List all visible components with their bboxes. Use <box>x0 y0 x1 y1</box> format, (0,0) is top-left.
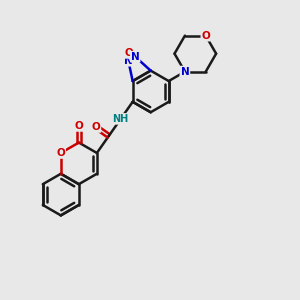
Text: O: O <box>124 48 133 58</box>
Text: O: O <box>201 31 210 40</box>
Text: N: N <box>124 56 133 66</box>
Text: O: O <box>56 148 65 158</box>
Text: N: N <box>181 67 189 77</box>
Text: NH: NH <box>112 114 129 124</box>
Text: O: O <box>92 122 100 132</box>
Text: N: N <box>181 67 189 77</box>
Text: O: O <box>74 121 83 131</box>
Text: N: N <box>131 52 140 62</box>
